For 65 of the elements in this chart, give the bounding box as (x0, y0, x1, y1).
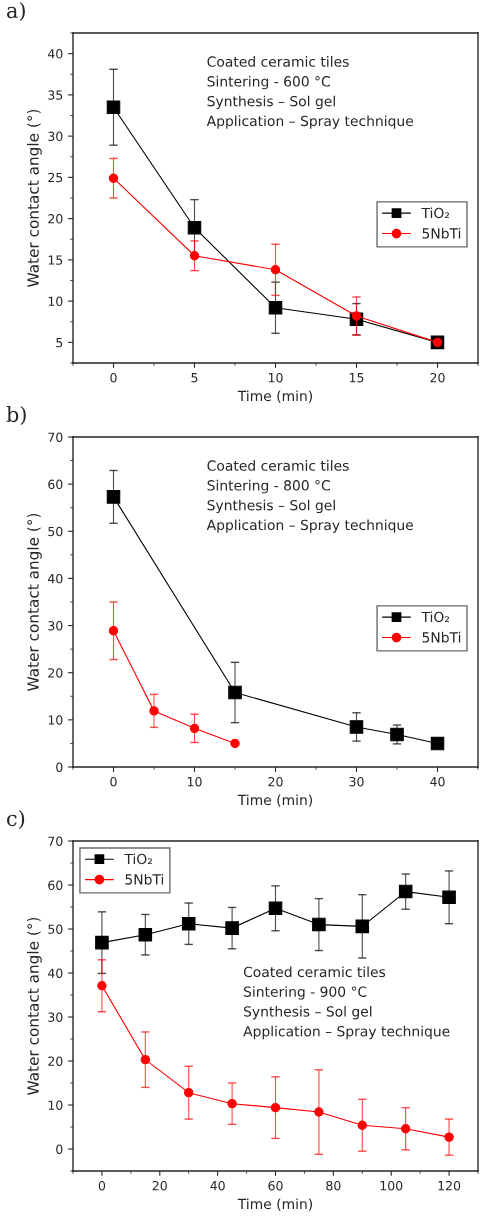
x-tick-label: 15 (349, 373, 364, 383)
legend-label: 5NbTi (125, 873, 164, 885)
y-tick-label: 40 (47, 573, 63, 584)
x-tick-label: 40 (430, 776, 445, 787)
annotation: Coated ceramic tiles Sintering - 900 °C Synthesis – Sol gel Application – Spray technique (243, 966, 450, 1040)
y-tick-label: 60 (48, 479, 63, 490)
y-axis-title: Water contact angle (°) (27, 513, 42, 691)
y-axis-title: Water contact angle (°) (27, 917, 42, 1095)
y-axis-title: Water contact angle (°) (27, 109, 42, 287)
y-tick-label: 50 (48, 924, 63, 934)
y-tick-label: 20 (48, 214, 63, 224)
point (230, 738, 240, 749)
x-tick-label: 120 (438, 1180, 461, 1191)
x-tick-label: 10 (268, 372, 283, 383)
point (349, 720, 364, 734)
x-tick-label: 20 (268, 776, 283, 787)
y-tick-label: 40 (47, 49, 63, 59)
y-tick-label: 70 (48, 836, 63, 846)
x-axis-title: Time (min) (237, 794, 313, 807)
x-tick-label: 20 (430, 372, 445, 383)
x-tick-label: 20 (152, 1180, 167, 1191)
y-tick-label: 40 (47, 968, 63, 978)
y-tick-label: 20 (48, 668, 63, 678)
legend-label: TiO₂ (421, 207, 450, 219)
legend-label: 5NbTi (422, 631, 461, 643)
y-tick-label: 0 (56, 762, 63, 772)
y-tick-label: 30 (48, 1012, 63, 1022)
legend-label: TiO₂ (124, 853, 152, 865)
annotation: Coated ceramic tiles Sintering - 800 °C Synthesis – Sol gel Application – Spray technique (206, 460, 414, 533)
y-tick-label: 35 (48, 90, 63, 100)
x-tick-label: 0 (98, 1180, 106, 1191)
x-axis-title: Time (min) (237, 1198, 313, 1211)
legend-label: 5NbTi (422, 227, 461, 239)
y-tick-label: 30 (48, 131, 63, 142)
y-tick-label: 0 (56, 1144, 63, 1154)
x-axis-title: Time (min) (237, 390, 313, 403)
x-tick-label: 60 (268, 1180, 283, 1191)
y-tick-label: 10 (48, 715, 63, 725)
y-tick-label: 10 (48, 296, 63, 307)
point (225, 921, 239, 935)
point (430, 736, 445, 751)
chart-title: a) (7, 2, 25, 22)
annotation: Coated ceramic tiles Sintering - 600 °C Synthesis – Sol gel Application – Spray technique (206, 56, 414, 129)
x-tick-label: 40 (210, 1180, 225, 1191)
y-tick-label: 10 (48, 1100, 63, 1110)
point (106, 100, 121, 115)
chart-title: b) (6, 406, 26, 426)
y-tick-label: 50 (48, 526, 63, 537)
y-tick-label: 60 (48, 880, 63, 890)
x-tick-label: 5 (191, 373, 198, 383)
x-tick-label: 80 (326, 1180, 341, 1191)
y-tick-label: 20 (48, 1056, 63, 1066)
x-tick-label: 0 (110, 372, 117, 383)
y-tick-label: 15 (48, 255, 63, 265)
y-tick-label: 70 (48, 432, 63, 442)
y-tick-label: 30 (48, 621, 63, 631)
x-tick-label: 10 (187, 776, 202, 787)
legend-label: TiO₂ (421, 611, 450, 623)
x-tick-label: 100 (380, 1180, 403, 1191)
y-tick-label: 5 (56, 338, 63, 348)
point (106, 490, 121, 504)
x-tick-label: 30 (349, 776, 364, 787)
x-tick-label: 0 (110, 776, 117, 787)
chart-title: c) (7, 810, 25, 830)
y-tick-label: 25 (48, 172, 63, 183)
